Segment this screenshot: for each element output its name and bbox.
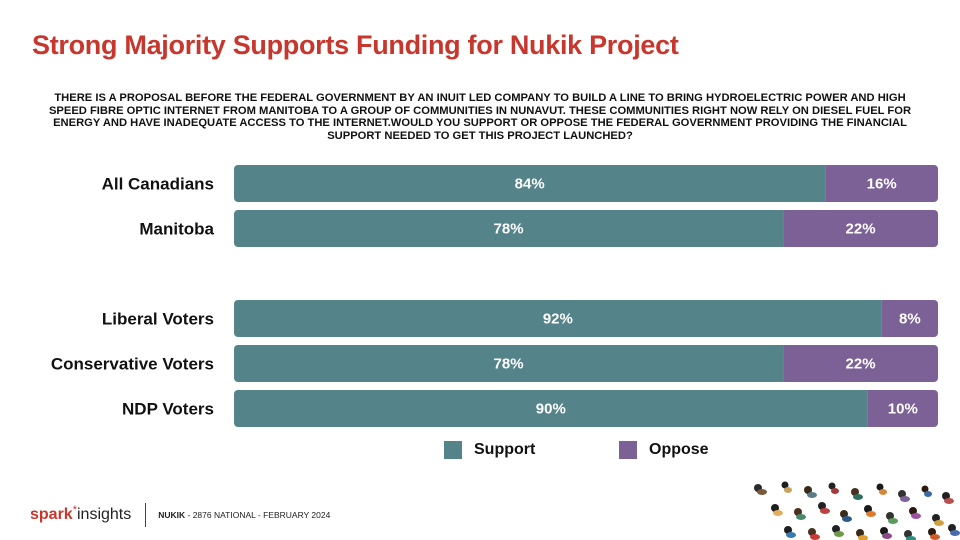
value-label-oppose-manitoba: 22% bbox=[846, 221, 876, 238]
bar-support-conservative-voters bbox=[234, 345, 784, 382]
bar-row-liberal-voters bbox=[234, 300, 938, 337]
value-label-support-liberal-voters: 92% bbox=[543, 311, 573, 328]
bar-row-all-canadians bbox=[234, 165, 938, 202]
value-label-support-ndp-voters: 90% bbox=[536, 401, 566, 418]
category-label-all-canadians: All Canadians bbox=[102, 175, 214, 194]
category-label-liberal-voters: Liberal Voters bbox=[102, 310, 214, 329]
footer-source: NUKIK - 2876 NATIONAL - FEBRUARY 2024 bbox=[158, 510, 331, 520]
bar-support-ndp-voters bbox=[234, 390, 868, 427]
spark-insights-logo: spark*insights bbox=[30, 504, 132, 523]
legend-support-label: Support bbox=[474, 441, 536, 458]
legend-item-support: Support bbox=[444, 440, 535, 460]
bar-row-conservative-voters bbox=[234, 345, 938, 382]
bar-support-all-canadians bbox=[234, 165, 826, 202]
support-swatch bbox=[444, 441, 462, 459]
bar-support-manitoba bbox=[234, 210, 784, 247]
bar-oppose-ndp-voters bbox=[867, 390, 938, 427]
chart-title: Strong Majority Supports Funding for Nuk… bbox=[32, 30, 679, 60]
bar-support-liberal-voters bbox=[234, 300, 882, 337]
value-label-oppose-all-canadians: 16% bbox=[867, 176, 897, 193]
footer-divider bbox=[145, 503, 147, 527]
bar-oppose-manitoba bbox=[783, 210, 938, 247]
value-label-support-conservative-voters: 78% bbox=[494, 356, 524, 373]
legend-oppose-label: Oppose bbox=[649, 441, 709, 458]
bar-row-manitoba bbox=[234, 210, 938, 247]
category-label-conservative-voters: Conservative Voters bbox=[51, 355, 214, 374]
bar-oppose-all-canadians bbox=[825, 165, 938, 202]
category-label-ndp-voters: NDP Voters bbox=[122, 400, 214, 419]
crowd-illustration bbox=[754, 481, 960, 540]
footer: spark*insights NUKIK - 2876 NATIONAL - F… bbox=[30, 500, 330, 530]
value-label-oppose-conservative-voters: 22% bbox=[846, 356, 876, 373]
value-label-support-all-canadians: 84% bbox=[515, 176, 545, 193]
category-label-manitoba: Manitoba bbox=[139, 220, 214, 239]
value-label-support-manitoba: 78% bbox=[494, 221, 524, 238]
legend-item-oppose: Oppose bbox=[619, 440, 709, 460]
value-label-oppose-liberal-voters: 8% bbox=[899, 311, 921, 328]
value-label-oppose-ndp-voters: 10% bbox=[888, 401, 918, 418]
stacked-bar-chart: All Canadians 84% 16% Manitoba 78% 22% Liberal… bbox=[51, 165, 938, 427]
survey-question: THERE IS A PROPOSAL BEFORE THE FEDERAL G… bbox=[48, 92, 912, 142]
bar-oppose-conservative-voters bbox=[783, 345, 938, 382]
oppose-swatch bbox=[619, 441, 637, 459]
bar-row-ndp-voters bbox=[234, 390, 938, 427]
bar-oppose-liberal-voters bbox=[881, 300, 938, 337]
